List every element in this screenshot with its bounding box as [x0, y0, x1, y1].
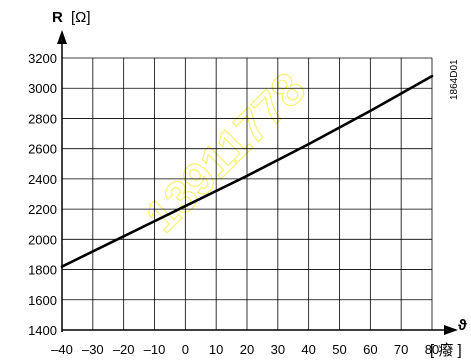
x-axis-unit-text: 癈: [438, 341, 453, 359]
y-axis-symbol: R: [52, 9, 63, 26]
x-tick-label: –10: [144, 342, 166, 357]
x-tick-label: –20: [113, 342, 135, 357]
x-axis-unit: [ 癈 ]: [430, 341, 462, 359]
x-tick-label: 60: [363, 342, 377, 357]
y-axis-arrow: [57, 30, 67, 44]
x-axis-symbol: ϑ: [458, 317, 467, 334]
series: [60, 74, 434, 268]
y-tick-label: 2200: [28, 202, 57, 217]
x-tick-label: 50: [332, 342, 346, 357]
y-axis-title: R [Ω]: [52, 9, 91, 26]
x-tick-label: 70: [394, 342, 408, 357]
x-axis-arrow: [444, 325, 458, 335]
y-axis-unit: [Ω]: [71, 9, 91, 26]
y-tick-label: 3000: [28, 81, 57, 96]
x-tick-label: 40: [301, 342, 315, 357]
y-tick-label: 1400: [28, 323, 57, 338]
tick-labels: 1400 1600 1800 2000 2200 2400 2600 2800 3000 3200…: [28, 51, 439, 357]
y-tick-label: 2800: [28, 111, 57, 126]
x-tick-label: –40: [51, 342, 73, 357]
grid: [62, 57, 433, 330]
x-axis-unit-open-bracket: [: [430, 342, 435, 359]
axes: [57, 30, 458, 335]
x-tick-label: 0: [182, 342, 189, 357]
y-tick-label: 2400: [28, 172, 57, 187]
figure-code-annotation: 1864D01: [449, 59, 460, 100]
x-tick-label: 80: [425, 342, 439, 357]
watermark: 13911778: [135, 62, 316, 243]
y-tick-label: 2600: [28, 142, 57, 157]
x-tick-label: 30: [271, 342, 285, 357]
watermark-text: 13911778: [135, 62, 315, 242]
x-tick-label: 20: [240, 342, 254, 357]
x-axis-unit-close-bracket: ]: [458, 342, 462, 359]
x-tick-label: –30: [82, 342, 104, 357]
y-tick-label: 1800: [28, 263, 57, 278]
series-line: [60, 74, 434, 268]
y-tick-label: 1600: [28, 293, 57, 308]
y-tick-label: 3200: [28, 51, 57, 66]
x-tick-label: 10: [209, 342, 223, 357]
y-tick-label: 2000: [28, 232, 57, 247]
